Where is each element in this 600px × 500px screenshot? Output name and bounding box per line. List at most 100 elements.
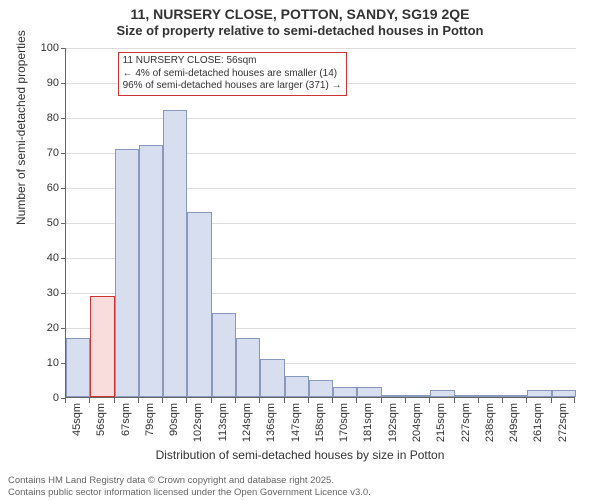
annotation-line2: ← 4% of semi-detached houses are smaller… (123, 68, 342, 81)
bar (212, 313, 236, 397)
y-axis-title: Number of semi-detached properties (14, 30, 28, 225)
xtick-mark (284, 398, 285, 403)
annotation-line3: 96% of semi-detached houses are larger (… (123, 80, 342, 93)
xtick-label: 204sqm (411, 403, 423, 443)
ytick-label: 20 (29, 322, 59, 334)
ytick-mark (61, 83, 66, 84)
xtick-mark (162, 398, 163, 403)
footer-line1: Contains HM Land Registry data © Crown c… (8, 475, 371, 486)
xtick-label: 170sqm (338, 403, 350, 443)
annotation-box: 11 NURSERY CLOSE: 56sqm← 4% of semi-deta… (118, 52, 347, 96)
bar (115, 149, 139, 398)
bar (430, 390, 454, 397)
bar (236, 338, 260, 398)
xtick-mark (502, 398, 503, 403)
xtick-mark (259, 398, 260, 403)
ytick-mark (61, 328, 66, 329)
xtick-mark (454, 398, 455, 403)
bar (139, 145, 163, 397)
xtick-mark (235, 398, 236, 403)
ytick-mark (61, 258, 66, 259)
ytick-label: 10 (29, 357, 59, 369)
bar (503, 395, 527, 397)
xtick-label: 261sqm (532, 403, 544, 443)
xtick-label: 90sqm (168, 403, 180, 443)
xtick-label: 158sqm (314, 403, 326, 443)
title-line1: 11, NURSERY CLOSE, POTTON, SANDY, SG19 2… (0, 6, 600, 23)
footer-line2: Contains public sector information licen… (8, 487, 371, 498)
ytick-label: 90 (29, 77, 59, 89)
ytick-mark (61, 223, 66, 224)
bar (333, 387, 357, 398)
xtick-label: 67sqm (120, 403, 132, 443)
xtick-mark (429, 398, 430, 403)
xtick-label: 147sqm (290, 403, 302, 443)
bar (163, 110, 187, 397)
bar (187, 212, 211, 398)
bar-highlight (90, 296, 114, 398)
xtick-mark (478, 398, 479, 403)
bar (406, 395, 430, 397)
xtick-label: 124sqm (241, 403, 253, 443)
xtick-label: 45sqm (71, 403, 83, 443)
bar (552, 390, 576, 397)
ytick-label: 40 (29, 252, 59, 264)
ytick-label: 100 (29, 42, 59, 54)
xtick-mark (574, 398, 575, 403)
gridline (66, 118, 576, 119)
xtick-mark (114, 398, 115, 403)
bar (260, 359, 284, 398)
footer: Contains HM Land Registry data © Crown c… (8, 475, 371, 498)
ytick-mark (61, 293, 66, 294)
chart-container: { "title": { "line1": "11, NURSERY CLOSE… (0, 0, 600, 500)
bar (357, 387, 381, 398)
xtick-mark (356, 398, 357, 403)
plot-area (65, 48, 575, 398)
ytick-mark (61, 48, 66, 49)
bar (382, 395, 406, 397)
bar (309, 380, 333, 398)
xtick-mark (89, 398, 90, 403)
annotation-line1: 11 NURSERY CLOSE: 56sqm (123, 55, 342, 68)
xtick-label: 136sqm (265, 403, 277, 443)
xtick-label: 56sqm (95, 403, 107, 443)
title-line2: Size of property relative to semi-detach… (0, 23, 600, 39)
x-axis-title: Distribution of semi-detached houses by … (0, 448, 600, 462)
bar (285, 376, 309, 397)
xtick-label: 249sqm (508, 403, 520, 443)
xtick-mark (551, 398, 552, 403)
xtick-mark (211, 398, 212, 403)
xtick-label: 238sqm (484, 403, 496, 443)
ytick-label: 80 (29, 112, 59, 124)
ytick-mark (61, 118, 66, 119)
ytick-label: 70 (29, 147, 59, 159)
ytick-mark (61, 188, 66, 189)
gridline (66, 48, 576, 49)
xtick-mark (526, 398, 527, 403)
xtick-label: 113sqm (217, 403, 229, 443)
xtick-label: 79sqm (144, 403, 156, 443)
ytick-label: 60 (29, 182, 59, 194)
xtick-label: 192sqm (387, 403, 399, 443)
ytick-mark (61, 153, 66, 154)
xtick-mark (405, 398, 406, 403)
bar (66, 338, 90, 398)
xtick-mark (381, 398, 382, 403)
xtick-label: 102sqm (192, 403, 204, 443)
ytick-label: 30 (29, 287, 59, 299)
ytick-label: 0 (29, 392, 59, 404)
xtick-mark (332, 398, 333, 403)
bar (455, 395, 479, 397)
xtick-label: 272sqm (557, 403, 569, 443)
xtick-mark (186, 398, 187, 403)
chart-area: 010203040506070809010045sqm56sqm67sqm79s… (65, 48, 575, 398)
bar (479, 395, 503, 397)
xtick-label: 227sqm (460, 403, 472, 443)
xtick-label: 181sqm (362, 403, 374, 443)
xtick-label: 215sqm (435, 403, 447, 443)
title-block: 11, NURSERY CLOSE, POTTON, SANDY, SG19 2… (0, 0, 600, 38)
bar (527, 390, 551, 397)
xtick-mark (65, 398, 66, 403)
ytick-label: 50 (29, 217, 59, 229)
xtick-mark (308, 398, 309, 403)
